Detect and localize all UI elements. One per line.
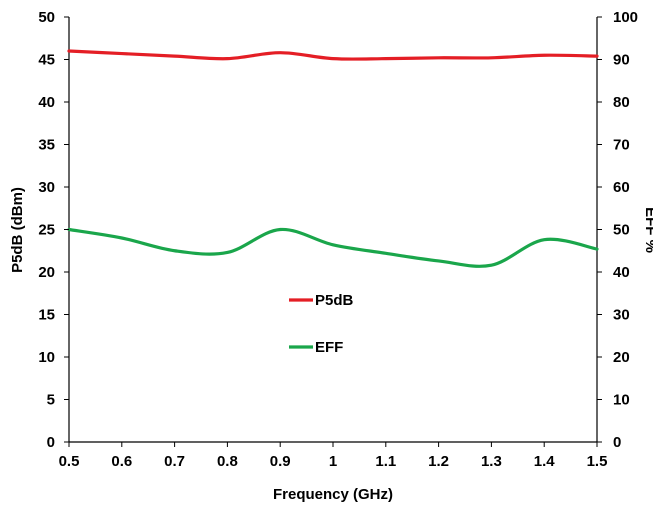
y-tick-label: 5 <box>47 392 55 409</box>
x-tick-label: 0.5 <box>59 453 80 470</box>
y2-axis-title: EFF % <box>642 207 653 253</box>
plot-frame <box>69 17 597 442</box>
y-tick-label: 45 <box>38 52 55 69</box>
series-line-eff <box>69 229 597 266</box>
y-tick-label: 20 <box>38 264 55 281</box>
y-tick-label: 25 <box>38 222 55 239</box>
y2-tick-label: 0 <box>613 434 621 451</box>
y2-tick-label: 80 <box>613 94 630 111</box>
series-layer <box>69 51 597 266</box>
x-tick-label: 0.7 <box>164 453 185 470</box>
y2-tick-label: 100 <box>613 9 638 26</box>
y-tick-label: 40 <box>38 94 55 111</box>
x-tick-label: 0.8 <box>217 453 238 470</box>
y2-tick-label: 70 <box>613 137 630 154</box>
y2-axis-ticks: 0 10 20 30 40 50 60 70 80 90 100 <box>597 9 638 451</box>
x-tick-label: 1 <box>329 453 337 470</box>
legend-label-p5db: P5dB <box>315 292 354 309</box>
y2-tick-label: 50 <box>613 222 630 239</box>
x-tick-label: 0.6 <box>111 453 132 470</box>
x-tick-label: 1.1 <box>375 453 396 470</box>
y-tick-label: 30 <box>38 179 55 196</box>
y2-tick-label: 90 <box>613 52 630 69</box>
y-axis-title: P5dB (dBm) <box>9 187 26 273</box>
legend-label-eff: EFF <box>315 339 343 356</box>
legend: P5dB EFF <box>289 292 354 356</box>
y2-tick-label: 30 <box>613 307 630 324</box>
series-line-p5db <box>69 51 597 59</box>
x-axis-title: Frequency (GHz) <box>273 486 393 503</box>
y2-tick-label: 10 <box>613 392 630 409</box>
y-tick-label: 10 <box>38 349 55 366</box>
y-tick-label: 0 <box>47 434 55 451</box>
y2-tick-label: 60 <box>613 179 630 196</box>
y2-tick-label: 40 <box>613 264 630 281</box>
x-tick-label: 0.9 <box>270 453 291 470</box>
x-tick-label: 1.2 <box>428 453 449 470</box>
x-tick-label: 1.3 <box>481 453 502 470</box>
y-tick-label: 50 <box>38 9 55 26</box>
y-axis-ticks: 0 5 10 15 20 25 30 35 40 45 50 <box>38 9 69 451</box>
y-tick-label: 35 <box>38 137 55 154</box>
y2-tick-label: 20 <box>613 349 630 366</box>
x-axis-ticks: 0.5 0.6 0.7 0.8 0.9 1 1.1 1.2 1.3 1.4 1.5 <box>59 442 608 470</box>
x-tick-label: 1.5 <box>587 453 608 470</box>
x-tick-label: 1.4 <box>534 453 556 470</box>
y-tick-label: 15 <box>38 307 55 324</box>
